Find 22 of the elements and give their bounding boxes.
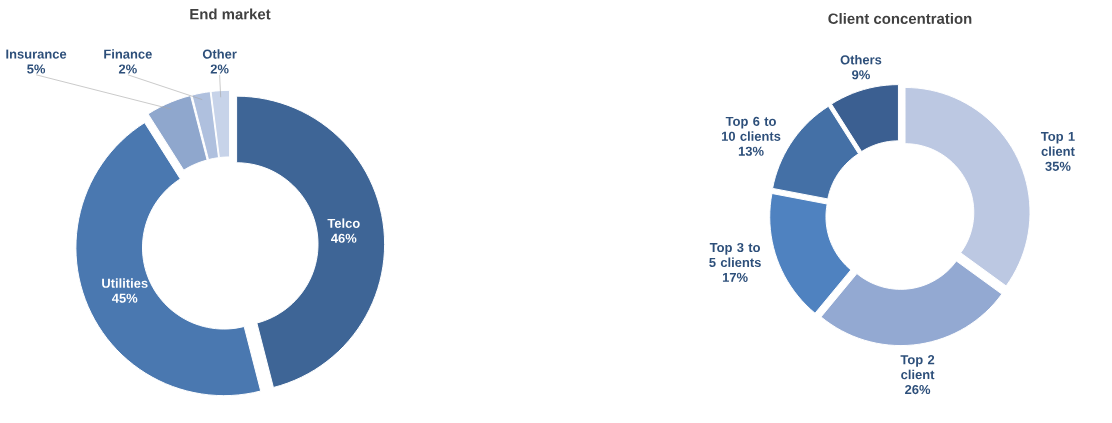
chart-title: Client concentration: [828, 13, 972, 24]
slice-label: Others: [840, 54, 882, 65]
slice-label: Telco: [327, 218, 360, 228]
slice-label: Insurance: [6, 49, 67, 59]
slice-label: Top 3 to 5 clients: [709, 242, 761, 268]
slice-label: Other: [202, 49, 237, 59]
slice-label: Top 2 client: [900, 355, 935, 380]
data-label: 5%: [27, 64, 46, 74]
slice-label: Utilities: [102, 278, 148, 288]
slice-label: Top 6 to 10 clients: [721, 116, 781, 141]
data-label: 13%: [738, 146, 764, 156]
data-label: 35%: [1045, 161, 1071, 171]
data-label: 46%: [331, 233, 357, 243]
data-label: 9%: [852, 70, 870, 80]
data-label: 2%: [118, 64, 137, 74]
chart-title: End market: [190, 8, 271, 20]
data-label: 17%: [722, 272, 748, 282]
data-label: 45%: [111, 293, 138, 303]
slice-label: Top 1 client: [1040, 131, 1075, 156]
slice-label: Finance: [104, 49, 152, 59]
data-label: 26%: [905, 384, 931, 395]
data-label: 2%: [210, 64, 229, 74]
